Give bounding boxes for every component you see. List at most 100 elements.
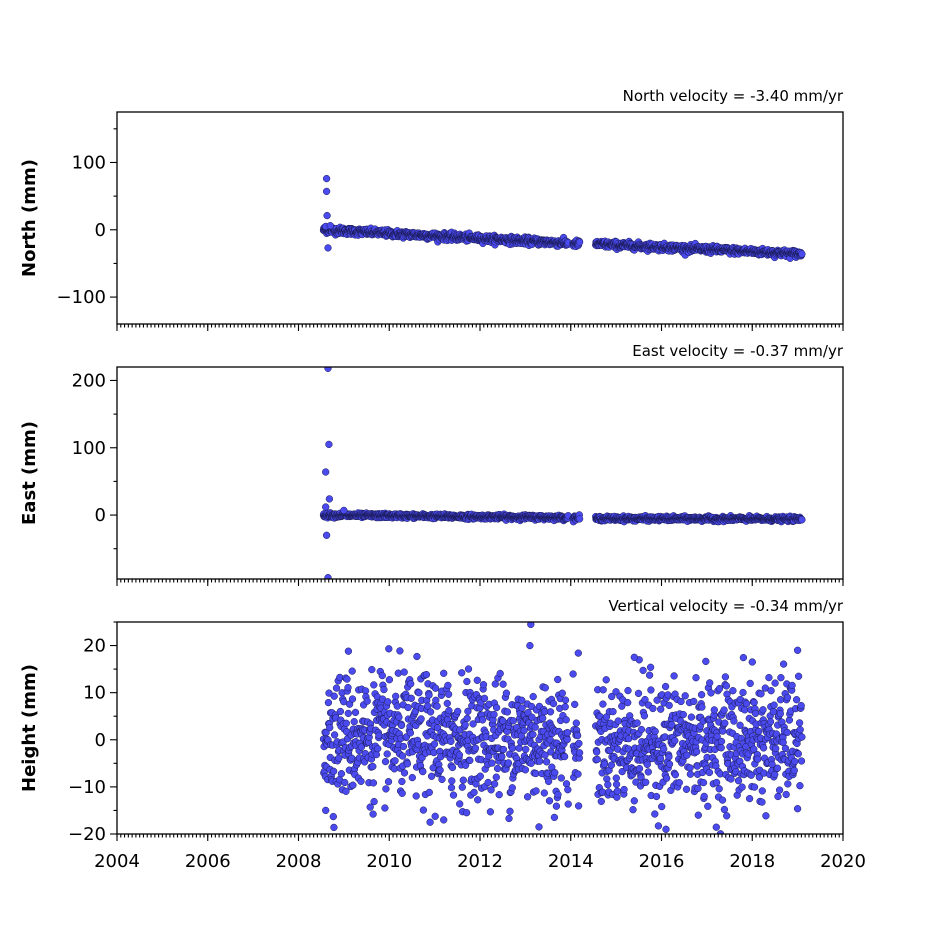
data-point <box>593 748 601 756</box>
data-point <box>781 744 790 753</box>
data-point <box>793 646 802 654</box>
data-point <box>797 757 806 765</box>
data-point <box>618 702 626 710</box>
data-point <box>705 768 714 777</box>
data-point <box>544 777 553 786</box>
data-point <box>546 708 555 716</box>
data-point <box>464 707 472 715</box>
data-point <box>369 762 377 771</box>
data-point <box>600 760 609 768</box>
data-point <box>542 758 551 766</box>
data-point <box>710 706 718 714</box>
data-point <box>677 697 685 706</box>
data-point <box>473 676 481 684</box>
data-point <box>712 823 720 831</box>
data-point <box>329 767 338 775</box>
data-point <box>755 727 763 736</box>
data-point <box>750 783 759 791</box>
data-point <box>444 690 453 698</box>
data-point <box>470 788 478 797</box>
y-tick-label: 0 <box>95 505 106 526</box>
data-point <box>430 740 439 748</box>
data-point <box>521 766 530 774</box>
data-point <box>613 787 621 795</box>
data-point <box>704 802 712 810</box>
data-point <box>662 825 670 833</box>
data-point <box>324 698 333 707</box>
data-point <box>759 706 767 714</box>
data-point <box>322 174 331 183</box>
data-point <box>523 793 532 801</box>
data-point <box>419 806 428 814</box>
data-point <box>679 710 687 719</box>
data-point <box>750 745 758 753</box>
data-point <box>563 735 571 744</box>
data-point <box>573 731 582 740</box>
data-point <box>392 692 400 700</box>
data-point <box>508 744 517 752</box>
data-point <box>383 750 391 758</box>
data-point <box>720 805 729 814</box>
data-point <box>612 780 621 789</box>
data-point <box>730 717 738 725</box>
data-point <box>454 707 462 716</box>
data-point <box>335 754 343 762</box>
data-point <box>528 713 536 721</box>
data-point <box>425 691 433 699</box>
data-point <box>476 772 484 780</box>
data-point <box>690 697 698 706</box>
data-point <box>424 702 432 710</box>
data-point <box>574 649 582 657</box>
data-point <box>736 721 744 729</box>
data-point <box>614 717 622 725</box>
data-point <box>449 791 458 799</box>
data-point <box>571 700 579 709</box>
data-point <box>562 780 571 788</box>
data-point <box>698 703 706 711</box>
data-point <box>721 673 730 681</box>
data-point <box>504 759 513 767</box>
data-point <box>609 707 617 716</box>
data-point <box>687 713 696 721</box>
data-point <box>794 750 802 758</box>
data-point <box>463 714 471 723</box>
data-point <box>448 777 456 785</box>
data-point <box>575 238 584 246</box>
data-point <box>329 812 337 821</box>
data-point <box>344 709 352 718</box>
data-point <box>758 798 766 806</box>
data-point <box>370 797 378 806</box>
data-point <box>670 672 678 680</box>
data-point <box>630 653 638 661</box>
data-point <box>440 816 448 824</box>
data-point <box>498 753 506 761</box>
data-point <box>422 670 431 679</box>
data-point <box>793 805 802 813</box>
data-point <box>712 778 721 787</box>
data-point <box>539 714 547 722</box>
data-point <box>444 681 452 690</box>
data-point <box>382 785 390 793</box>
data-point <box>366 803 374 811</box>
data-point <box>398 777 406 786</box>
data-point <box>699 778 708 787</box>
data-point <box>404 703 412 712</box>
data-point <box>408 773 416 782</box>
x-tick-label: 2012 <box>457 851 503 872</box>
data-point <box>794 672 803 680</box>
data-point <box>608 692 616 701</box>
data-point <box>466 756 474 765</box>
data-point <box>766 718 775 726</box>
data-point <box>643 760 651 769</box>
data-point <box>529 692 537 701</box>
data-point <box>633 719 641 727</box>
data-point <box>505 814 513 823</box>
data-point <box>426 818 434 826</box>
data-point <box>745 794 754 803</box>
data-point <box>671 737 679 745</box>
data-point <box>479 681 488 689</box>
data-point <box>775 786 784 794</box>
data-point <box>692 674 700 682</box>
data-point <box>658 802 666 811</box>
